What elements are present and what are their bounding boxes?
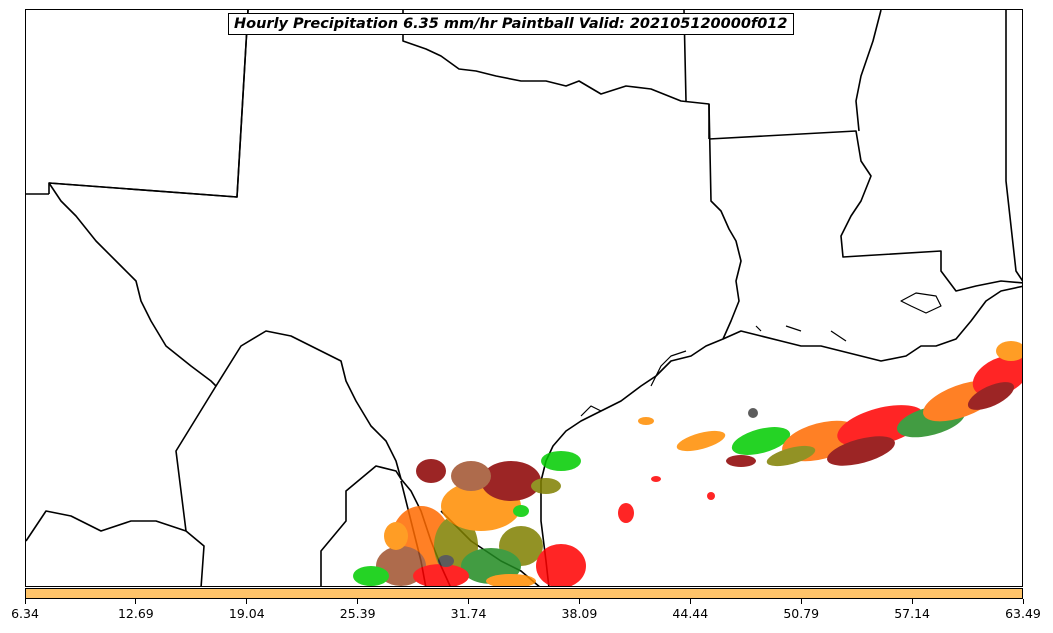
colorbar-tick-label: 57.14 <box>894 606 931 621</box>
colorbar-tick <box>246 599 248 604</box>
colorbar-tick <box>135 599 137 604</box>
state-border-ok <box>683 10 1022 292</box>
colorbar-tick-label: 12.69 <box>117 606 154 621</box>
map-title: Hourly Precipitation 6.35 mm/hr Paintbal… <box>228 13 794 35</box>
colorbar <box>25 588 1023 599</box>
colorbar-tick-label: 25.39 <box>339 606 376 621</box>
colorbar-tick-label: 50.79 <box>783 606 820 621</box>
colorbar-tick <box>800 599 802 604</box>
colorbar-tick-label: 31.74 <box>450 606 487 621</box>
paintball-blobs <box>353 341 1022 586</box>
colorbar-tick <box>468 599 470 604</box>
colorbar-tick-label: 38.09 <box>561 606 598 621</box>
colorbar-tick-label: 44.44 <box>672 606 709 621</box>
state-border-ms <box>1005 10 1022 282</box>
coastline-la <box>722 285 1022 362</box>
colorbar-tick <box>578 599 580 604</box>
texas-outline <box>48 10 742 586</box>
state-border-nm <box>26 10 249 198</box>
mexico-border <box>26 385 402 586</box>
colorbar-tick <box>911 599 913 604</box>
colorbar-tick-label: 63.49 <box>1005 606 1041 621</box>
map-panel <box>25 9 1023 587</box>
colorbar-tick <box>1022 599 1024 604</box>
map-canvas <box>26 10 1022 586</box>
colorbar-tick <box>24 599 26 604</box>
colorbar-tick-label: 6.34 <box>11 606 39 621</box>
colorbar-tick <box>357 599 359 604</box>
state-border-la <box>708 10 882 139</box>
state-boundaries <box>26 10 1022 586</box>
colorbar-tick <box>689 599 691 604</box>
colorbar-tick-label: 19.04 <box>228 606 265 621</box>
galveston-bay <box>580 292 942 417</box>
